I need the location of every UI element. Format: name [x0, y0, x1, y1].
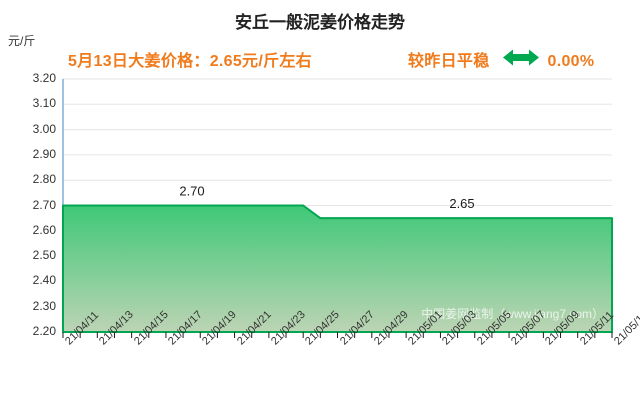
svg-text:2.65: 2.65	[449, 196, 474, 211]
svg-text:2.70: 2.70	[179, 184, 204, 199]
